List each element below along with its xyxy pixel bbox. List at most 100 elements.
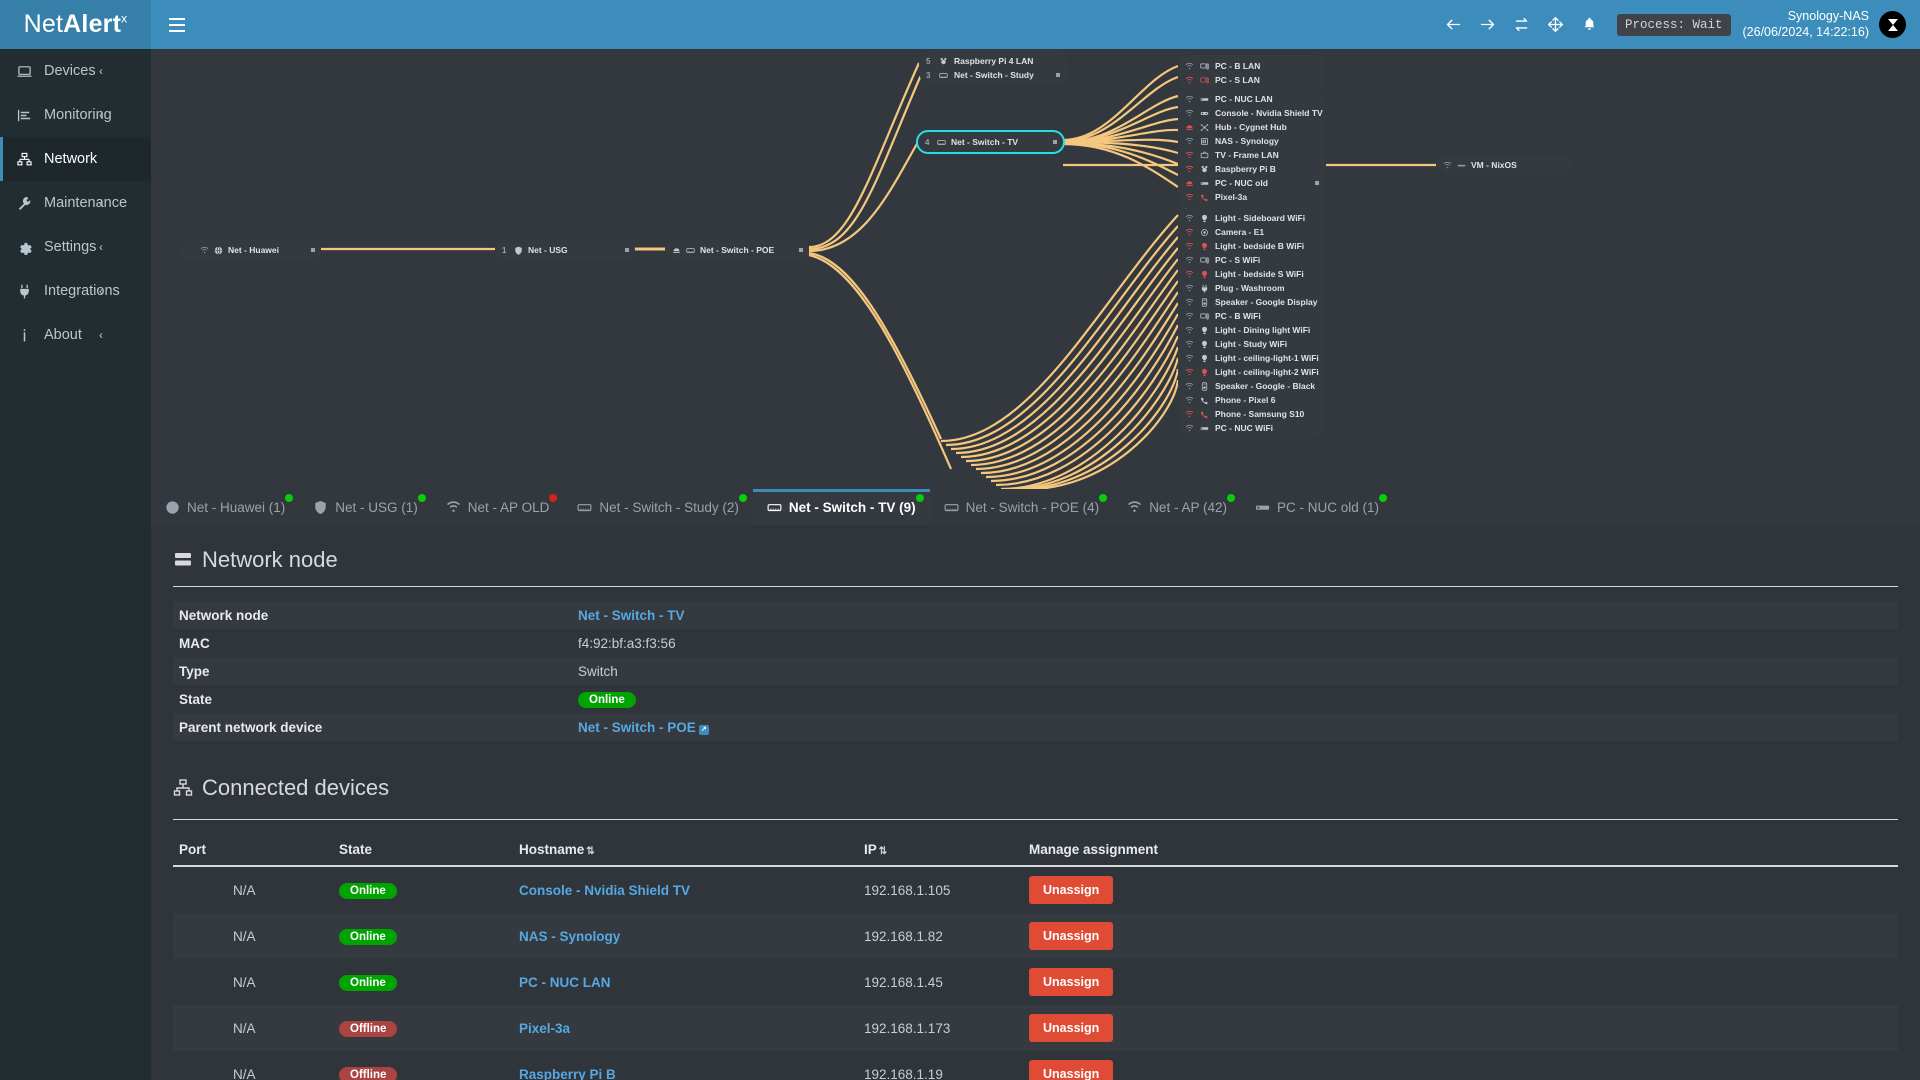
unassign-button[interactable]: Unassign [1029, 1014, 1114, 1042]
device-link[interactable]: Raspberry Pi B [519, 1066, 616, 1080]
sidebar-item-network[interactable]: Network [0, 137, 151, 181]
table-row[interactable]: N/A Online PC - NUC LAN 192.168.1.45 Unassig… [173, 959, 1898, 1005]
device-link[interactable]: Console - Nvidia Shield TV [519, 882, 691, 898]
table-row[interactable]: N/A Offline Pixel-3a 192.168.1.173 Unassign [173, 1005, 1898, 1051]
graph-group-row[interactable]: PC - NUC WiFi [1178, 421, 1326, 435]
unassign-button[interactable]: Unassign [1029, 922, 1114, 950]
graph-node-vm-nixos[interactable]: VM - NixOS [1436, 155, 1571, 175]
sort-icon[interactable]: ⇅ [878, 846, 888, 857]
back-arrow-icon[interactable] [1437, 0, 1471, 49]
device-link[interactable]: PC - NUC LAN [519, 974, 611, 990]
graph-group-row[interactable]: Light - Sideboard WiFi [1178, 211, 1326, 225]
node-handle[interactable] [1056, 73, 1060, 77]
cell-hostname[interactable]: PC - NUC LAN [513, 959, 858, 1005]
graph-group-row[interactable]: Plug - Washroom [1178, 281, 1326, 295]
column-header-manage-assignment[interactable]: Manage assignment [1023, 834, 1898, 867]
graph-group-row[interactable]: PC - NUC old [1178, 176, 1326, 190]
network-topology-canvas[interactable]: Net - Huawei 1 Net - USG Net - Switch - … [151, 49, 1920, 489]
app-logo[interactable]: NetAlertx [0, 0, 151, 49]
graph-node-switch-tv[interactable]: 4 Net - Switch - TV [918, 132, 1063, 152]
unassign-button[interactable]: Unassign [1029, 876, 1114, 904]
graph-group-row[interactable]: NAS - Synology [1178, 134, 1326, 148]
tab-6[interactable]: Net - AP (42) [1113, 489, 1241, 525]
graph-group-row[interactable]: Phone - Pixel 6 [1178, 393, 1326, 407]
user-info[interactable]: Synology-NAS (26/06/2024, 14:22:16) [1743, 9, 1870, 40]
graph-group-row[interactable]: Light - bedside S WiFi [1178, 267, 1326, 281]
sidebar-item-maintenance[interactable]: Maintenance ‹ [0, 181, 151, 225]
tab-3[interactable]: Net - Switch - Study (2) [563, 489, 753, 525]
graph-group-row[interactable]: 5 Raspberry Pi 4 LAN [919, 54, 1067, 68]
unassign-button[interactable]: Unassign [1029, 968, 1114, 996]
move-icon[interactable] [1539, 0, 1573, 49]
graph-group-row[interactable]: PC - B LAN [1178, 59, 1326, 73]
device-link[interactable]: Pixel-3a [519, 1020, 571, 1036]
tab-4[interactable]: Net - Switch - TV (9) [752, 489, 930, 525]
graph-group-row[interactable]: PC - B WiFi [1178, 309, 1326, 323]
sidebar-toggle-button[interactable] [151, 0, 203, 49]
graph-group-row[interactable]: Light - ceiling-light-2 WiFi [1178, 365, 1326, 379]
device-link[interactable]: NAS - Synology [519, 928, 621, 944]
graph-group-row[interactable]: Light - Dining light WiFi [1178, 323, 1326, 337]
column-header-ip[interactable]: IP ⇅ [858, 834, 1023, 867]
tab-1[interactable]: Net - USG (1) [299, 489, 432, 525]
table-row[interactable]: N/A Online NAS - Synology 192.168.1.82 Unass… [173, 913, 1898, 959]
node-link[interactable]: Net - Switch - TV [578, 607, 685, 623]
column-header-port[interactable]: Port [173, 834, 333, 867]
node-handle[interactable] [1053, 140, 1057, 144]
sidebar-item-settings[interactable]: Settings ‹ [0, 225, 151, 269]
table-row[interactable]: N/A Offline Raspberry Pi B 192.168.1.19 Unas… [173, 1051, 1898, 1080]
sidebar-item-about[interactable]: About ‹ [0, 313, 151, 357]
graph-node-switch-poe[interactable]: Net - Switch - POE [665, 240, 809, 260]
tab-2[interactable]: Net - AP OLD [432, 489, 564, 525]
avatar[interactable] [1879, 11, 1906, 38]
node-handle[interactable] [625, 248, 629, 252]
parent-node-link[interactable]: Net - Switch - POE ↗ [578, 720, 709, 735]
node-handle[interactable] [799, 248, 803, 252]
graph-group-row[interactable]: Pixel-3a [1178, 190, 1326, 204]
graph-group-row[interactable]: Console - Nvidia Shield TV [1178, 106, 1326, 120]
graph-group-row[interactable]: Light - ceiling-light-1 WiFi [1178, 351, 1326, 365]
cell-hostname[interactable]: Console - Nvidia Shield TV [513, 866, 858, 913]
column-header-hostname[interactable]: Hostname ⇅ [513, 834, 858, 867]
bell-icon[interactable] [1573, 0, 1607, 49]
graph-group-row[interactable]: Raspberry Pi B [1178, 162, 1326, 176]
node-handle[interactable] [311, 248, 315, 252]
graph-group-row[interactable]: Hub - Cygnet Hub [1178, 120, 1326, 134]
graph-group-row[interactable]: 3 Net - Switch - Study [919, 68, 1067, 82]
sort-icon[interactable]: ⇅ [586, 846, 595, 857]
graph-group-row[interactable]: TV - Frame LAN [1178, 148, 1326, 162]
tab-5[interactable]: Net - Switch - POE (4) [930, 489, 1114, 525]
external-link-icon[interactable]: ↗ [698, 724, 709, 735]
sidebar-item-integrations[interactable]: Integrations ‹ [0, 269, 151, 313]
row-label: Light - Sideboard WiFi [1215, 213, 1306, 223]
info-icon [16, 328, 33, 343]
graph-node-usg[interactable]: 1 Net - USG [495, 240, 635, 260]
graph-group-row[interactable]: Light - Study WiFi [1178, 337, 1326, 351]
cell-port: N/A [233, 974, 256, 990]
column-header-state[interactable]: State [333, 834, 513, 867]
hamburger-icon [169, 17, 185, 32]
process-status-badge: Process: Wait [1616, 13, 1731, 36]
graph-group-row[interactable]: PC - S WiFi [1178, 253, 1326, 267]
graph-node-huawei[interactable]: Net - Huawei [181, 240, 321, 260]
graph-group-row[interactable]: Light - bedside B WiFi [1178, 239, 1326, 253]
node-handle[interactable] [1315, 181, 1319, 185]
graph-group-row[interactable]: Phone - Samsung S10 [1178, 407, 1326, 421]
graph-group-row[interactable]: PC - S LAN [1178, 73, 1326, 87]
forward-arrow-icon[interactable] [1471, 0, 1505, 49]
graph-group-row[interactable]: Camera - E1 [1178, 225, 1326, 239]
refresh-icon[interactable] [1505, 0, 1539, 49]
table-row[interactable]: N/A Online Console - Nvidia Shield TV 192.1… [173, 866, 1898, 913]
graph-group-row[interactable]: Speaker - Google - Black [1178, 379, 1326, 393]
graph-group-row[interactable]: PC - NUC LAN [1178, 92, 1326, 106]
tab-7[interactable]: PC - NUC old (1) [1241, 489, 1393, 525]
unassign-button[interactable]: Unassign [1029, 1060, 1114, 1080]
cell-hostname[interactable]: NAS - Synology [513, 913, 858, 959]
graph-group-row[interactable]: Speaker - Google Display [1178, 295, 1326, 309]
sidebar-item-monitoring[interactable]: Monitoring ‹ [0, 93, 151, 137]
tab-0[interactable]: Net - Huawei (1) [151, 489, 299, 525]
cell-hostname[interactable]: Pixel-3a [513, 1005, 858, 1051]
cell-hostname[interactable]: Raspberry Pi B [513, 1051, 858, 1080]
sidebar-item-devices[interactable]: Devices ‹ [0, 49, 151, 93]
row-label: Raspberry Pi 4 LAN [954, 56, 1034, 66]
